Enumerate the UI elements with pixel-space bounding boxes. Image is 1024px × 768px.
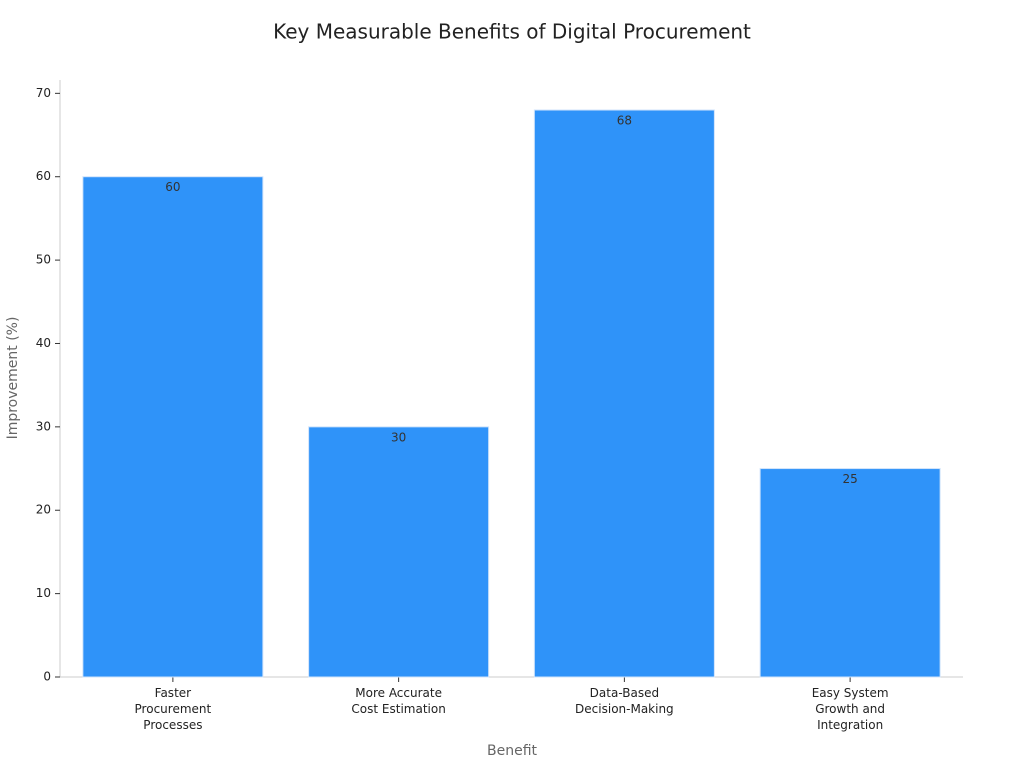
bar <box>759 468 941 678</box>
bar <box>82 176 264 678</box>
y-axis-label: Improvement (%) <box>5 317 21 440</box>
y-tick-label: 40 <box>36 336 51 350</box>
y-tick-label: 0 <box>43 670 51 684</box>
x-tick-label: More Accurate Cost Estimation <box>351 686 446 716</box>
y-tick-label: 10 <box>36 586 51 600</box>
chart-title: Key Measurable Benefits of Digital Procu… <box>273 20 751 44</box>
x-tick-label: Data-Based Decision-Making <box>575 686 674 716</box>
data-label: 60 <box>165 180 180 194</box>
y-tick-label: 20 <box>36 503 51 517</box>
y-tick-label: 60 <box>36 169 51 183</box>
data-label: 25 <box>842 472 857 486</box>
y-tick-label: 50 <box>36 253 51 267</box>
x-tick-label: Easy System Growth and Integration <box>811 686 889 732</box>
x-axis-label: Benefit <box>487 743 538 759</box>
y-tick-label: 70 <box>36 86 51 100</box>
bar <box>533 109 715 678</box>
y-tick-label: 30 <box>36 419 51 433</box>
data-label: 68 <box>617 114 632 128</box>
data-label: 30 <box>391 430 406 444</box>
x-tick-label: Faster Procurement Processes <box>134 686 212 732</box>
bar <box>308 426 490 678</box>
